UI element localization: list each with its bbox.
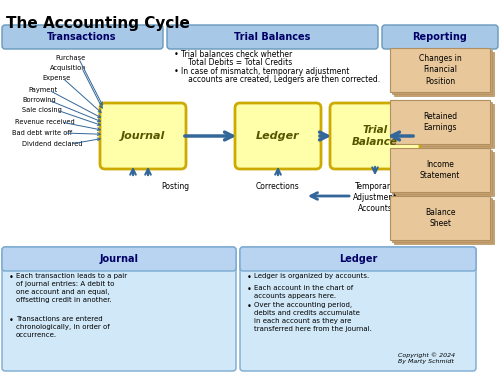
Text: Corrections: Corrections bbox=[256, 182, 300, 191]
Text: Ledger: Ledger bbox=[339, 254, 377, 264]
Text: accounts are created, Ledgers are then corrected.: accounts are created, Ledgers are then c… bbox=[181, 75, 380, 84]
FancyBboxPatch shape bbox=[2, 247, 236, 371]
Text: Ledger is organized by accounts.: Ledger is organized by accounts. bbox=[254, 273, 369, 279]
Bar bbox=[394, 104, 494, 148]
Text: Temporary
Adjustment
Accounts: Temporary Adjustment Accounts bbox=[353, 182, 397, 213]
Text: Each account in the chart of
accounts appears here.: Each account in the chart of accounts ap… bbox=[254, 285, 353, 299]
Text: The Accounting Cycle: The Accounting Cycle bbox=[6, 16, 190, 31]
Text: Income
Statement: Income Statement bbox=[420, 160, 460, 180]
Text: Trial
Balance: Trial Balance bbox=[352, 125, 398, 147]
Bar bbox=[394, 152, 494, 196]
Bar bbox=[392, 50, 492, 94]
Text: Trial balances check whether: Trial balances check whether bbox=[181, 50, 292, 59]
Text: Dividend declared: Dividend declared bbox=[22, 141, 82, 147]
Text: Total Debits = Total Credits: Total Debits = Total Credits bbox=[181, 58, 292, 67]
Text: Bad debt write off: Bad debt write off bbox=[12, 130, 72, 136]
Text: Revenue received: Revenue received bbox=[15, 119, 75, 125]
Text: Posting: Posting bbox=[161, 182, 189, 191]
Text: Purchase: Purchase bbox=[55, 55, 85, 61]
Text: Journal: Journal bbox=[121, 131, 165, 141]
Text: Transactions are entered
chronologically, in order of
occurrence.: Transactions are entered chronologically… bbox=[16, 316, 110, 338]
Text: •: • bbox=[247, 302, 252, 311]
Text: •: • bbox=[174, 50, 179, 59]
Text: Over the accounting period,
debits and credits accumulate
in each account as the: Over the accounting period, debits and c… bbox=[254, 302, 372, 332]
FancyBboxPatch shape bbox=[240, 247, 476, 371]
FancyBboxPatch shape bbox=[240, 247, 476, 271]
Text: Acquisition: Acquisition bbox=[50, 65, 86, 71]
FancyBboxPatch shape bbox=[2, 25, 163, 49]
FancyBboxPatch shape bbox=[382, 25, 498, 49]
Text: Reporting: Reporting bbox=[412, 32, 468, 42]
Text: Copyright © 2024
By Marty Schmidt: Copyright © 2024 By Marty Schmidt bbox=[398, 352, 455, 364]
Text: Each transaction leads to a pair
of journal entries: A debit to
one account and : Each transaction leads to a pair of jour… bbox=[16, 273, 127, 303]
Text: Expense: Expense bbox=[42, 75, 70, 81]
Bar bbox=[392, 150, 492, 194]
Text: Payment: Payment bbox=[28, 87, 57, 93]
Text: •: • bbox=[247, 273, 252, 282]
Text: Journal: Journal bbox=[100, 254, 138, 264]
Text: Trial Balances: Trial Balances bbox=[234, 32, 310, 42]
Text: •: • bbox=[9, 273, 14, 282]
Text: Ledger: Ledger bbox=[256, 131, 300, 141]
Text: In case of mismatch, temporary adjustment: In case of mismatch, temporary adjustmen… bbox=[181, 67, 350, 76]
Text: Changes in
Financial
Position: Changes in Financial Position bbox=[418, 54, 462, 86]
Text: •: • bbox=[9, 316, 14, 325]
Bar bbox=[390, 196, 490, 240]
Text: Balance
Sheet: Balance Sheet bbox=[425, 208, 455, 228]
Bar bbox=[390, 48, 490, 92]
FancyBboxPatch shape bbox=[167, 25, 378, 49]
Bar bbox=[390, 148, 490, 192]
Text: •: • bbox=[174, 67, 179, 76]
Text: Retained
Earnings: Retained Earnings bbox=[423, 112, 457, 132]
Bar bbox=[392, 102, 492, 146]
FancyBboxPatch shape bbox=[330, 103, 420, 169]
Text: Transactions: Transactions bbox=[47, 32, 117, 42]
Text: •: • bbox=[247, 285, 252, 294]
Text: Borrowing: Borrowing bbox=[22, 97, 56, 103]
FancyBboxPatch shape bbox=[235, 103, 321, 169]
FancyBboxPatch shape bbox=[2, 247, 236, 271]
Bar bbox=[394, 52, 494, 96]
FancyBboxPatch shape bbox=[100, 103, 186, 169]
Bar bbox=[390, 100, 490, 144]
Bar bbox=[392, 198, 492, 242]
Text: Sale closing: Sale closing bbox=[22, 107, 62, 113]
Bar bbox=[394, 200, 494, 244]
